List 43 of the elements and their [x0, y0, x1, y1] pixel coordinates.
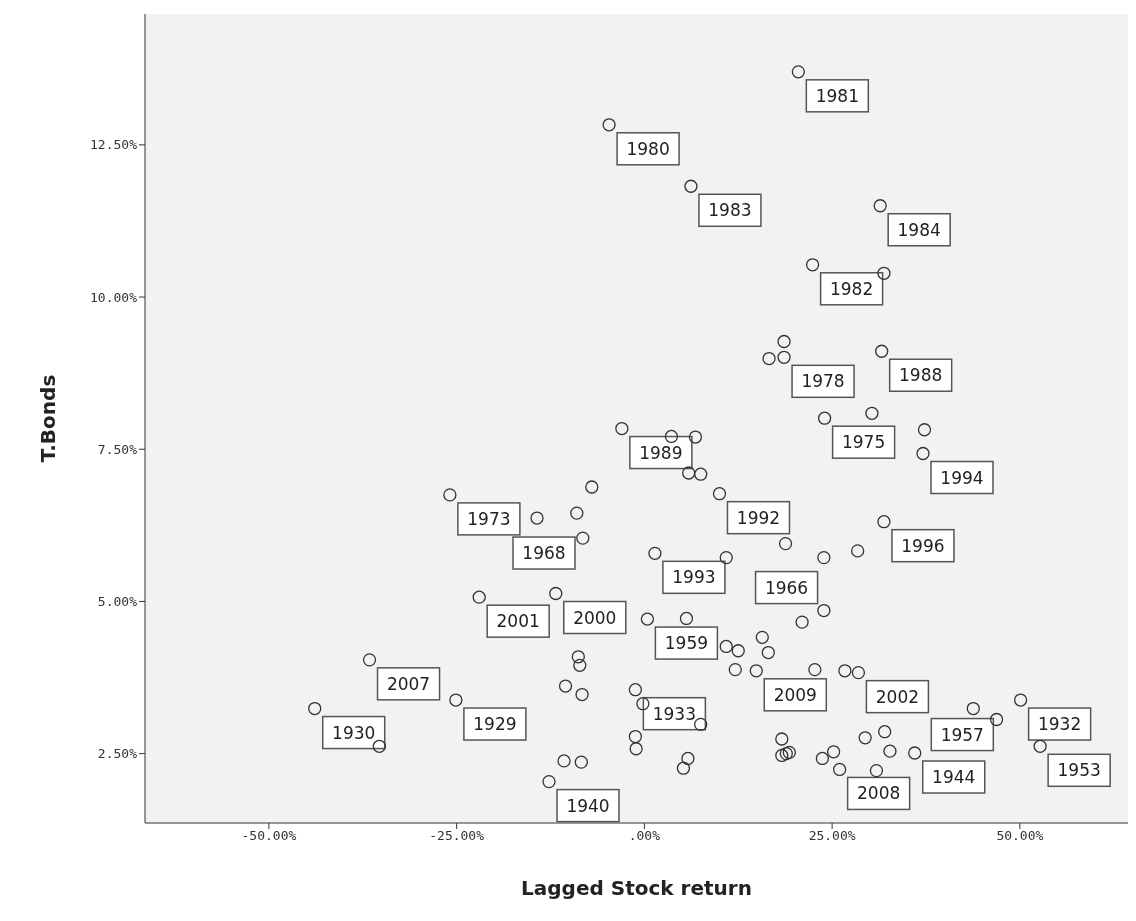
- annotation: 1959: [664, 633, 709, 654]
- annotation: 1993: [672, 567, 716, 588]
- annotation: 1968: [522, 543, 566, 564]
- x-tick-label: 25.00%: [808, 828, 856, 844]
- annotation: 1932: [1037, 714, 1082, 735]
- x-tick-label: .00%: [628, 828, 661, 844]
- annotation: 2009: [773, 684, 817, 705]
- annotation: 1930: [332, 722, 376, 743]
- annotation: 1992: [736, 507, 781, 528]
- annotation: 2001: [496, 611, 540, 632]
- x-tick-label: -25.00%: [429, 828, 485, 844]
- annotation: 1988: [899, 365, 943, 386]
- y-tick-label: 2.50%: [97, 746, 138, 762]
- annotation: 2008: [857, 783, 901, 804]
- annotation: 1957: [940, 724, 984, 745]
- x-tick-label: 50.00%: [996, 828, 1044, 844]
- y-tick-label: 12.50%: [90, 137, 138, 153]
- y-tick-label: 7.50%: [97, 441, 138, 457]
- x-axis-title: Lagged Stock return: [521, 876, 752, 900]
- annotation: 1975: [841, 432, 886, 453]
- annotation: 2000: [573, 607, 617, 628]
- annotation: 1929: [473, 714, 517, 735]
- y-axis-title: T.Bonds: [36, 374, 61, 463]
- annotation: 1996: [901, 535, 945, 556]
- annotation: 1953: [1057, 760, 1101, 781]
- annotation: 2007: [386, 673, 431, 694]
- annotation: 1940: [566, 795, 610, 816]
- annotation: 1980: [626, 138, 670, 159]
- annotation: 1981: [815, 85, 859, 106]
- annotation: 2002: [875, 686, 920, 707]
- annotation: 1983: [708, 200, 752, 221]
- annotation: 1978: [801, 371, 845, 392]
- annotation: 1966: [764, 577, 809, 598]
- annotation: 1984: [897, 219, 941, 240]
- x-tick-label: -50.00%: [241, 828, 297, 844]
- y-tick-label: 5.00%: [97, 594, 138, 610]
- annotation: 1973: [467, 508, 511, 529]
- annotation: 1994: [940, 467, 984, 488]
- annotation: 1944: [932, 767, 976, 787]
- annotation: 1989: [639, 442, 683, 463]
- annotation: 1933: [652, 703, 697, 724]
- annotation: 1982: [829, 278, 874, 299]
- y-tick-label: 10.00%: [90, 289, 138, 305]
